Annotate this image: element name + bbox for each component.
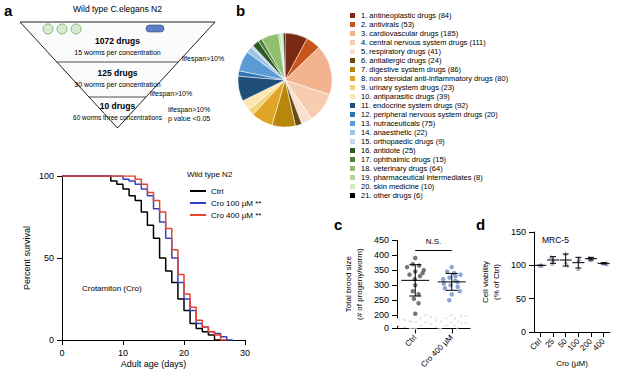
svg-text:12. peripheral nervous system: 12. peripheral nervous system drugs (20)	[361, 110, 498, 119]
svg-text:1072 drugs: 1072 drugs	[95, 36, 140, 46]
svg-text:N.S.: N.S.	[426, 237, 442, 246]
svg-text:Adult age (days): Adult age (days)	[121, 359, 187, 369]
svg-text:18. veterinary drugs (64): 18. veterinary drugs (64)	[361, 164, 443, 173]
svg-text:30 worms per concentration: 30 worms per concentration	[74, 81, 160, 89]
svg-text:60 worms three concentrations: 60 worms three concentrations	[73, 114, 163, 121]
svg-text:20: 20	[179, 348, 189, 358]
svg-text:0: 0	[384, 323, 389, 333]
svg-text:20. skin medicine (10): 20. skin medicine (10)	[361, 182, 435, 191]
svg-text:Ctrl: Ctrl	[211, 187, 224, 196]
svg-text:lifespan>10%: lifespan>10%	[150, 90, 192, 98]
svg-text:200: 200	[578, 336, 595, 353]
svg-text:5. respiratory drugs (41): 5. respiratory drugs (41)	[361, 47, 442, 56]
svg-text:8. non steroidal anti-inflamma: 8. non steroidal anti-inflammatory drugs…	[361, 74, 509, 83]
svg-text:150: 150	[511, 227, 526, 237]
svg-text:15. orthopaedic drugs (9): 15. orthopaedic drugs (9)	[361, 137, 445, 146]
svg-text:200: 200	[374, 310, 389, 320]
svg-text:6. antiallergic drugs (24): 6. antiallergic drugs (24)	[361, 56, 442, 65]
svg-text:25: 25	[544, 336, 557, 349]
svg-text:(# of progeny/worm): (# of progeny/worm)	[355, 248, 364, 320]
svg-text:30: 30	[240, 348, 250, 358]
svg-text:(% of Ctrl): (% of Ctrl)	[492, 264, 501, 300]
svg-text:10. antiparasitic drugs (39): 10. antiparasitic drugs (39)	[361, 92, 450, 101]
svg-text:21. other drugs (6): 21. other drugs (6)	[361, 191, 423, 200]
svg-text:350: 350	[374, 265, 389, 275]
svg-text:16. antidote (25): 16. antidote (25)	[361, 146, 416, 155]
svg-text:400: 400	[374, 250, 389, 260]
svg-text:Cell viability: Cell viability	[481, 261, 490, 303]
svg-text:Wild type C.elegans N2: Wild type C.elegans N2	[73, 4, 162, 14]
svg-text:10: 10	[118, 348, 128, 358]
svg-text:50: 50	[516, 294, 526, 304]
svg-text:0: 0	[59, 348, 64, 358]
svg-text:50: 50	[44, 253, 54, 263]
svg-text:100: 100	[39, 171, 54, 181]
svg-text:Wild type N2: Wild type N2	[187, 170, 233, 179]
svg-text:450: 450	[374, 235, 389, 245]
svg-text:Ctrl: Ctrl	[403, 333, 418, 348]
svg-text:c: c	[334, 216, 342, 233]
svg-text:0: 0	[521, 327, 526, 337]
svg-text:p value <0.05: p value <0.05	[168, 115, 210, 123]
svg-text:125 drugs: 125 drugs	[97, 68, 137, 78]
svg-text:9. urinary system drugs (23): 9. urinary system drugs (23)	[361, 83, 455, 92]
svg-text:lifespan>10%: lifespan>10%	[168, 106, 210, 114]
svg-text:Percent survival: Percent survival	[22, 226, 32, 290]
svg-text:250: 250	[374, 295, 389, 305]
svg-text:d: d	[476, 216, 485, 233]
svg-text:14. anaesthetic (22): 14. anaesthetic (22)	[361, 128, 428, 137]
svg-text:300: 300	[374, 280, 389, 290]
svg-text:50: 50	[556, 336, 569, 350]
svg-text:1. antineoplastic drugs (84): 1. antineoplastic drugs (84)	[361, 11, 452, 20]
svg-text:Cro 400 µM: Cro 400 µM	[419, 333, 455, 369]
svg-text:2. antivirals (53): 2. antivirals (53)	[361, 20, 415, 29]
svg-text:4. central nervous system drug: 4. central nervous system drugs (111)	[361, 38, 486, 47]
svg-text:100: 100	[511, 260, 526, 270]
svg-text:Crotamiton (Cro): Crotamiton (Cro)	[82, 284, 142, 293]
svg-text:Total brood size: Total brood size	[344, 256, 353, 313]
svg-text:Cro 400 µM **: Cro 400 µM **	[211, 211, 261, 220]
svg-text:19. pharmaceutical intermediat: 19. pharmaceutical intermediates (8)	[361, 173, 483, 182]
svg-text:a: a	[4, 2, 13, 19]
svg-text:15 worms per concentration: 15 worms per concentration	[74, 49, 160, 57]
svg-text:b: b	[236, 2, 245, 19]
svg-text:11. endocrine system drugs (92: 11. endocrine system drugs (92)	[361, 101, 468, 110]
svg-text:400: 400	[591, 336, 607, 352]
svg-text:Cro 100 µM **: Cro 100 µM **	[211, 199, 261, 208]
svg-text:13. nutraceuticals (75): 13. nutraceuticals (75)	[361, 119, 436, 128]
svg-text:Ctrl: Ctrl	[528, 337, 543, 352]
svg-text:0: 0	[49, 335, 54, 345]
svg-text:17. ophthalmic drugs (15): 17. ophthalmic drugs (15)	[361, 155, 447, 164]
svg-text:Cro (µM): Cro (µM)	[556, 359, 588, 368]
svg-text:lifespan>10%: lifespan>10%	[182, 55, 224, 63]
svg-text:MRC-5: MRC-5	[542, 235, 569, 245]
svg-text:100: 100	[565, 336, 582, 353]
svg-text:3. cardiovascular drugs (185): 3. cardiovascular drugs (185)	[361, 29, 459, 38]
svg-text:10 drugs: 10 drugs	[100, 101, 136, 111]
svg-text:7. digestive system drugs (86): 7. digestive system drugs (86)	[361, 65, 462, 74]
